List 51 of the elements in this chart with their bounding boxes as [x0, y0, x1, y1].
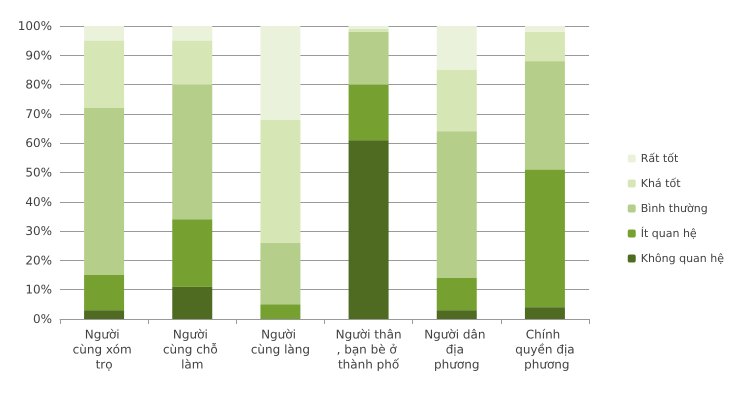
bar — [172, 286, 212, 319]
y-tick-label: 90% — [25, 48, 52, 62]
bar — [524, 170, 565, 308]
legend-label: Không quan hệ — [640, 252, 724, 265]
x-tick-label: Người cùng làng — [250, 328, 310, 356]
bar — [172, 219, 212, 287]
bar — [436, 131, 477, 278]
bar — [84, 310, 124, 319]
bar — [348, 84, 389, 140]
legend-label: Bình thường — [640, 202, 708, 215]
x-tick-label: Người dân địa phương — [424, 328, 490, 372]
bar — [524, 61, 565, 170]
y-tick-label: 60% — [25, 136, 52, 150]
y-tick-label: 40% — [25, 194, 52, 209]
y-tick-label: 30% — [25, 224, 52, 238]
bar — [524, 307, 565, 319]
bar — [436, 70, 477, 132]
bar — [84, 40, 124, 108]
y-tick-label: 70% — [25, 106, 52, 121]
legend-label: Rất tốt — [640, 152, 679, 165]
x-tick-label: Chính quyền địa phương — [515, 328, 575, 372]
bar — [348, 32, 389, 85]
y-tick-label: 20% — [25, 253, 52, 268]
y-tick-label: 0% — [32, 312, 52, 326]
bar — [524, 32, 565, 62]
bar — [260, 304, 300, 319]
bar — [436, 278, 477, 310]
bar — [348, 140, 389, 319]
bar — [436, 310, 477, 319]
bar — [260, 26, 300, 120]
bar — [348, 26, 389, 29]
bar — [260, 242, 300, 304]
bar — [84, 26, 124, 41]
bar — [84, 275, 124, 310]
bar — [348, 28, 389, 32]
x-tick-label: Người cùng xóm trọ — [72, 328, 136, 372]
y-tick-label: 100% — [18, 19, 52, 33]
x-tick-label: Người thân, bạn bè ở thành phố — [336, 328, 402, 372]
bar — [524, 26, 565, 32]
bar — [260, 120, 300, 243]
y-tick-label: 80% — [25, 78, 52, 92]
legend-label: Ít quan hệ — [640, 226, 697, 240]
bar — [172, 26, 212, 41]
x-tick-label: Người cùng chỗ làm — [162, 328, 222, 372]
bar — [172, 84, 212, 220]
y-tick-label: 50% — [25, 166, 52, 180]
bar — [436, 26, 477, 70]
y-tick-label: 10% — [25, 282, 52, 297]
bar — [172, 40, 212, 85]
legend-label: Khá tốt — [640, 177, 682, 190]
bar — [84, 108, 124, 276]
